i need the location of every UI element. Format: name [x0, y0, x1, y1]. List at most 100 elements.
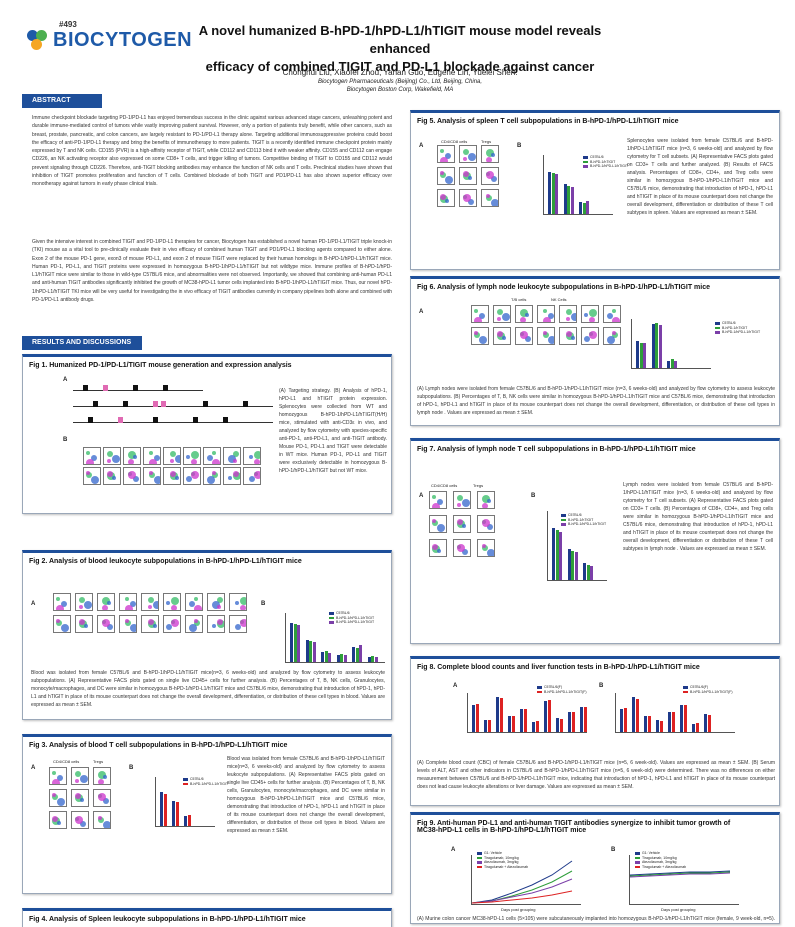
bar: [582, 203, 586, 214]
flow-plot: [71, 811, 89, 829]
legend-entry: B-hPD-1/hTIGIT: [583, 160, 628, 165]
flow-population: [171, 597, 179, 605]
flow-population: [589, 331, 597, 339]
legend-entry: B-hPD-1/hTIGIT: [715, 326, 760, 331]
legend-swatch: [583, 156, 588, 159]
flow-population: [240, 605, 246, 610]
pd1-targeting-schema: [73, 383, 203, 391]
flow-population: [166, 624, 172, 630]
flow-population: [217, 605, 221, 609]
legend-label: Atezolizumab, 3mg/kg: [642, 860, 677, 864]
flow-population: [491, 199, 498, 206]
flow-population: [171, 619, 179, 627]
figure-2-panel: Fig 2. Analysis of blood leukocyte subpo…: [22, 550, 392, 720]
flow-plot: [83, 447, 101, 465]
flow-plot: [183, 447, 201, 465]
flow-population: [189, 624, 197, 632]
legend-entry: Atezolizumab, 3mg/kg: [635, 860, 686, 865]
legend-label: Tiragolumab + Atezolizumab: [642, 864, 687, 869]
legend-label: C57BL/6: [336, 611, 350, 615]
bar: [704, 714, 707, 732]
flow-population: [474, 309, 478, 313]
flow-population: [112, 476, 116, 480]
legend-label: B-hPD-1/hPD-L1/hTIGIT: [722, 330, 761, 334]
flow-plot: [185, 615, 203, 633]
fig8-label-a: A: [453, 683, 458, 689]
fig6-label-a: A: [419, 309, 424, 315]
flow-population: [482, 495, 490, 503]
flow-population: [61, 624, 69, 632]
legend-entry: B-hPD-1/hPD-L1/hTIGIT: [329, 616, 374, 621]
flow-population: [149, 459, 157, 464]
flow-population: [520, 331, 528, 339]
flow-plot: [123, 467, 141, 485]
legend-swatch: [477, 856, 482, 859]
flow-population: [212, 472, 218, 478]
flow-population: [437, 524, 445, 532]
legend-entry: B-hPD-1/hPD-L1/hTIGIT(F): [683, 690, 733, 695]
bar: [680, 705, 683, 732]
bar: [293, 624, 297, 662]
flow-population: [194, 619, 198, 623]
bar: [639, 343, 643, 368]
flow-population: [525, 336, 531, 342]
flow-plot: [103, 447, 121, 465]
flow-population: [525, 313, 529, 317]
flow-population: [186, 455, 190, 459]
flow-plot: [203, 447, 221, 465]
flow-population: [102, 619, 110, 627]
author-block: Chonghui Liu, Xiaofei Zhou, Yanan Guo, E…: [190, 68, 610, 94]
fig5-label-a: A: [419, 143, 424, 149]
flow-population: [474, 317, 482, 322]
fig3-legend: C57BL/6 B-hPD-1/hPD-L1/hTIGIT: [183, 777, 228, 786]
bar: [523, 709, 527, 732]
flow-plot: [75, 615, 93, 633]
bar: [644, 716, 647, 732]
figure-9-caption: (A) Murine colon cancer MC38-hPD-L1 cell…: [417, 916, 775, 922]
flow-population: [571, 313, 576, 321]
legend-swatch: [561, 514, 566, 517]
flow-plot: [143, 467, 161, 485]
tigit-targeting-schema: [73, 415, 273, 423]
flow-population: [566, 317, 570, 321]
flow-plot: [49, 767, 67, 785]
flow-population: [80, 821, 86, 827]
fig7-bar-chart: [547, 511, 607, 581]
flow-population: [468, 153, 476, 161]
flow-population: [233, 459, 237, 463]
flow-population: [154, 455, 160, 461]
flow-plot: [83, 467, 101, 485]
flow-population: [52, 794, 58, 800]
fig5-col-cd4cd8: CD4/CD8 cells: [441, 139, 468, 144]
flow-population: [52, 771, 56, 775]
flow-population: [52, 816, 58, 822]
figure-6-title: Fig 6. Analysis of lymph node leukocyte …: [417, 284, 710, 291]
biocytogen-logo: BIOCYTOGEN: [25, 28, 192, 52]
flow-population: [130, 601, 136, 607]
figure-9-title-line-1: Fig 9. Anti-human PD-L1 and anti-human T…: [417, 820, 731, 827]
figure-5-caption: Splenocytes were isolated from female C5…: [627, 138, 773, 216]
fig9-xlabel-b: Days post grouping: [661, 907, 696, 912]
flow-population: [486, 171, 494, 179]
flow-population: [103, 775, 107, 779]
legend-swatch: [329, 616, 334, 619]
fig9-tumor-curves: [471, 860, 573, 904]
flow-population: [75, 816, 83, 824]
legend-swatch: [477, 852, 482, 855]
bar: [559, 532, 562, 580]
fig2-bar-chart: [285, 613, 385, 663]
bar: [160, 792, 163, 826]
figure-8-panel: Fig 8. Complete blood counts and liver f…: [410, 656, 780, 806]
bar: [172, 801, 175, 826]
fig1-label-b: B: [63, 437, 68, 443]
flow-plot: [75, 593, 93, 611]
bar: [175, 802, 179, 826]
legend-entry: B-hPD-1/hPD-L1/hTIGIT: [583, 164, 628, 169]
flow-plot: [119, 593, 137, 611]
flow-population: [491, 153, 495, 157]
flow-population: [468, 199, 474, 205]
flow-population: [589, 309, 597, 317]
figure-8-caption: (A) Complete blood count (CBC) of female…: [417, 760, 775, 790]
flow-population: [440, 171, 444, 175]
flow-population: [186, 476, 192, 482]
